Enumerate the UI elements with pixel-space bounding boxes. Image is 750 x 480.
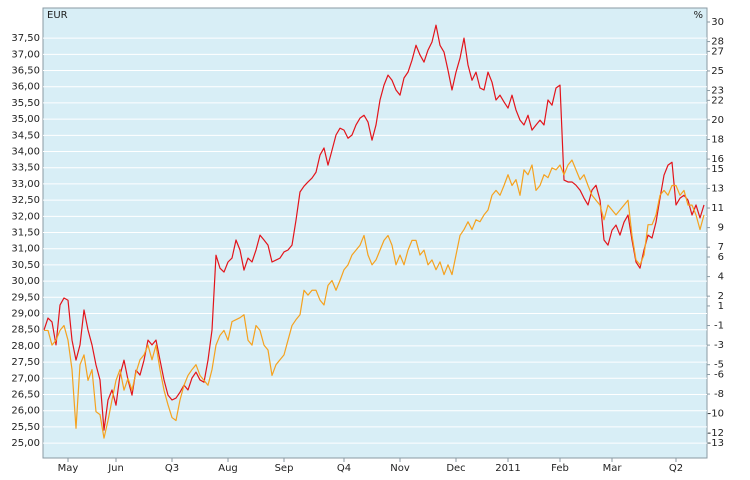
y-tick-label: 30,50 (11, 260, 40, 271)
y2-tick-label: 11 (711, 203, 724, 214)
x-tick-label: Jun (107, 463, 124, 474)
y-tick-label: 29,00 (11, 309, 40, 320)
y-tick-label: 36,50 (11, 66, 40, 77)
y2-unit: % (693, 10, 703, 21)
y2-tick-label: 1 (718, 301, 724, 312)
y2-tick-label: 9 (718, 223, 724, 234)
y-tick-label: 28,00 (11, 341, 40, 352)
y-tick-label: 31,00 (11, 244, 40, 255)
y-tick-label: 33,00 (11, 179, 40, 190)
y2-tick-label: -6 (714, 369, 724, 380)
y-unit: EUR (47, 10, 68, 21)
y-tick-label: 25,50 (11, 422, 40, 433)
y2-tick-label: -13 (708, 438, 724, 449)
y2-tick-label: 6 (718, 252, 724, 263)
y-tick-label: 36,00 (11, 82, 40, 93)
series-line (44, 159, 705, 439)
y2-tick-label: 18 (711, 134, 724, 145)
y2-tick-label: 20 (711, 115, 724, 126)
y-tick-label: 29,50 (11, 292, 40, 303)
y2-tick-label: 23 (711, 86, 724, 97)
x-tick-label: Nov (390, 463, 410, 474)
x-tick-label: Mar (603, 463, 623, 474)
y2-tick-label: -1 (714, 321, 724, 332)
y-tick-label: 31,50 (11, 228, 40, 239)
y2-tick-label: -5 (714, 360, 724, 371)
x-tick-label: May (58, 463, 79, 474)
y-tick-label: 25,00 (11, 438, 40, 449)
y-tick-label: 33,50 (11, 163, 40, 174)
y2-tick-label: 28 (711, 37, 724, 48)
series-line (43, 24, 705, 431)
y-tick-label: 26,50 (11, 390, 40, 401)
y-tick-label: 37,50 (11, 33, 40, 44)
y2-tick-label: -3 (714, 340, 724, 351)
y-tick-label: 27,00 (11, 373, 40, 384)
y2-tick-label: -8 (714, 389, 724, 400)
y-tick-label: 32,00 (11, 211, 40, 222)
y2-tick-label: 15 (711, 164, 724, 175)
y2-tick-label: 13 (711, 183, 724, 194)
y2-tick-label: 22 (711, 95, 724, 106)
x-tick-label: Q3 (165, 463, 179, 474)
y2-tick-label: 30 (711, 17, 724, 28)
y2-tick-label: 27 (711, 46, 724, 57)
x-tick-label: Q4 (337, 463, 351, 474)
y-tick-label: 35,00 (11, 114, 40, 125)
x-tick-label: Aug (218, 463, 238, 474)
x-tick-label: 2011 (495, 463, 520, 474)
y-tick-label: 30,00 (11, 276, 40, 287)
x-tick-label: Sep (275, 463, 294, 474)
y2-tick-label: 4 (718, 272, 724, 283)
y2-tick-label: 7 (718, 242, 724, 253)
y-tick-label: 34,50 (11, 130, 40, 141)
y2-tick-label: 25 (711, 66, 724, 77)
y2-tick-label: -10 (708, 409, 724, 420)
y2-tick-label: -12 (708, 428, 724, 439)
y-tick-label: 26,00 (11, 406, 40, 417)
y-tick-label: 27,50 (11, 357, 40, 368)
x-tick-label: Feb (551, 463, 569, 474)
y-tick-label: 35,50 (11, 98, 40, 109)
y2-tick-label: 2 (718, 291, 724, 302)
y-tick-label: 28,50 (11, 325, 40, 336)
y-tick-label: 34,00 (11, 147, 40, 158)
x-tick-label: Dec (446, 463, 465, 474)
y-tick-label: 37,00 (11, 49, 40, 60)
y2-tick-label: 16 (711, 154, 724, 165)
x-tick-label: Q2 (669, 463, 683, 474)
y-tick-label: 32,50 (11, 195, 40, 206)
